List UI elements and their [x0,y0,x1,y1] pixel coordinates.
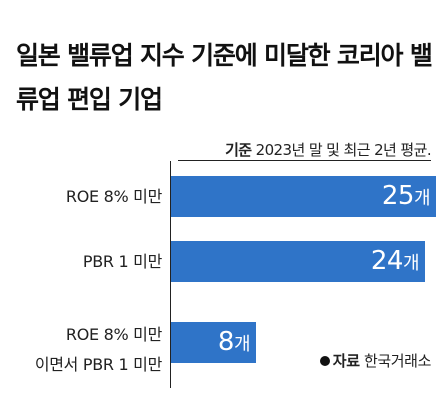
bar: 24개 [171,241,425,282]
subtitle-key: 기준 [225,141,252,159]
chart-subtitle: 기준 2023년 말 및 최근 2년 평균. [225,139,432,160]
source-text: 한국거래소 [363,352,431,370]
source-key: 자료 [332,352,360,370]
data-label: 25개 [381,181,431,211]
bar: 8개 [171,322,256,363]
category-label: ROE 8% 미만 [65,186,162,206]
category-axis [170,161,171,388]
bar: 25개 [171,176,436,217]
data-label: 8개 [217,327,251,357]
data-label: 24개 [370,246,420,276]
subtitle-rule [178,160,431,161]
source-note: 자료 한국거래소 [319,350,431,371]
chart-title: 일본 밸류업 지수 기준에 미달한 코리아 밸류업 편입 기업 [16,41,433,114]
category-label: ROE 8% 미만 이면서 PBR 1 미만 [34,324,162,374]
subtitle-text: 2023년 말 및 최근 2년 평균. [255,141,432,159]
category-label: PBR 1 미만 [82,251,162,271]
bullet-icon [319,356,330,366]
